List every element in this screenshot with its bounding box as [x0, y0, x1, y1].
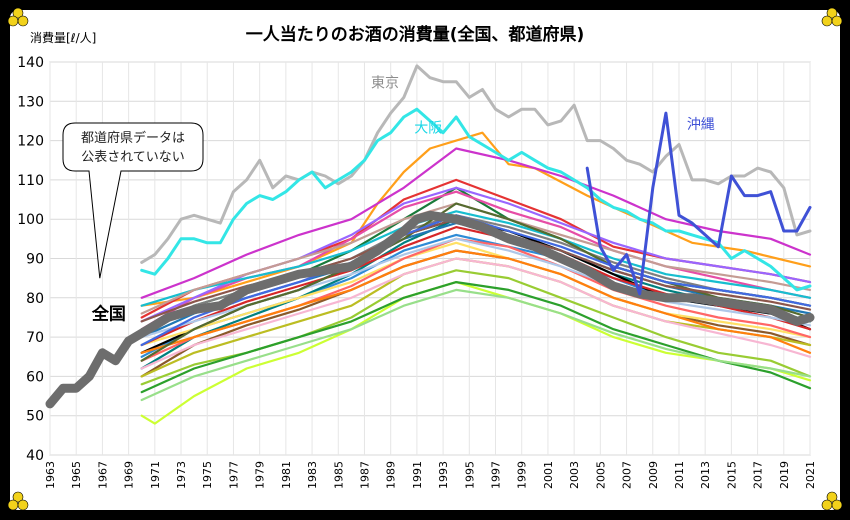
y-tick-label: 90	[26, 252, 44, 268]
x-tick-label: 1977	[227, 461, 240, 489]
y-tick-label: 60	[26, 369, 44, 385]
x-tick-label: 1973	[175, 461, 188, 489]
x-tick-label: 1999	[516, 461, 529, 489]
y-tick-label: 120	[17, 134, 44, 150]
x-tick-label: 1967	[96, 461, 109, 489]
x-tick-label: 1989	[385, 461, 398, 489]
y-axis-label: 消費量[ℓ/人]	[30, 30, 96, 45]
x-tick-label: 1983	[306, 461, 319, 489]
y-tick-label: 40	[26, 448, 44, 464]
x-tick-label: 2001	[542, 461, 555, 489]
series-line	[140, 249, 812, 354]
y-tick-label: 130	[17, 94, 44, 110]
series-label: 東京	[371, 76, 399, 92]
x-tick-label: 1963	[44, 461, 57, 489]
annotation-bubble	[62, 122, 204, 279]
y-tick-label: 110	[17, 173, 44, 189]
annotation-callout: 都道府県データは 公表されていない	[62, 122, 204, 279]
x-tick-label: 2021	[804, 461, 817, 489]
x-tick-label: 1981	[280, 461, 293, 489]
x-tick-label: 2019	[778, 461, 791, 489]
series-line	[140, 202, 812, 362]
series-label: 沖縄	[687, 117, 715, 133]
x-tick-label: 1965	[70, 461, 83, 489]
series-line	[45, 210, 815, 409]
x-tick-label: 1975	[201, 461, 214, 489]
x-tick-label: 2011	[673, 461, 686, 489]
corner-clover-icon	[821, 491, 843, 511]
y-axis-ticks: 40 50 60 70 80 90 100 110 120 130 140	[17, 55, 44, 464]
x-tick-label: 1997	[490, 461, 503, 489]
x-tick-label: 1993	[437, 461, 450, 489]
x-tick-label: 1995	[463, 461, 476, 489]
annotation-line-1: 都道府県データは	[81, 130, 185, 146]
x-tick-label: 1969	[123, 461, 136, 489]
x-tick-label: 1985	[332, 461, 345, 489]
series-label: 大阪	[414, 121, 442, 137]
chart-title: 一人当たりのお酒の消費量(全国、都道府県)	[246, 24, 585, 45]
corner-ornaments	[7, 7, 843, 511]
x-tick-label: 2015	[725, 461, 738, 489]
y-tick-label: 50	[26, 409, 44, 425]
y-tick-label: 80	[26, 291, 44, 307]
series-line	[140, 257, 812, 370]
series-line	[140, 107, 812, 292]
y-tick-label: 70	[26, 330, 44, 346]
y-tick-label: 100	[17, 212, 44, 228]
x-tick-label: 2009	[647, 461, 660, 489]
series-line	[140, 288, 812, 402]
x-tick-label: 1979	[254, 461, 267, 489]
x-tick-label: 2007	[621, 461, 634, 489]
series-label: 全国	[91, 303, 126, 324]
annotation-line-2: 公表されていない	[81, 150, 185, 165]
series-line	[140, 210, 812, 307]
corner-clover-icon	[821, 7, 843, 27]
x-tick-label: 2005	[594, 461, 607, 489]
series-line	[140, 64, 812, 264]
x-tick-label: 1987	[358, 461, 371, 489]
series-lines	[45, 64, 815, 425]
x-tick-label: 1991	[411, 461, 424, 489]
series-line	[140, 241, 812, 347]
corner-clover-icon	[7, 491, 29, 511]
x-tick-label: 1971	[149, 461, 162, 489]
x-axis-ticks: 1963 1965 1967 1969 1971 1973 1975 1977 1979 1981…	[44, 461, 817, 489]
x-tick-label: 2017	[752, 461, 765, 489]
x-tick-label: 2003	[568, 461, 581, 489]
series-line	[140, 147, 812, 299]
corner-clover-icon	[7, 7, 29, 27]
x-tick-label: 2013	[699, 461, 712, 489]
y-tick-label: 140	[17, 55, 44, 71]
series-line	[585, 111, 812, 296]
